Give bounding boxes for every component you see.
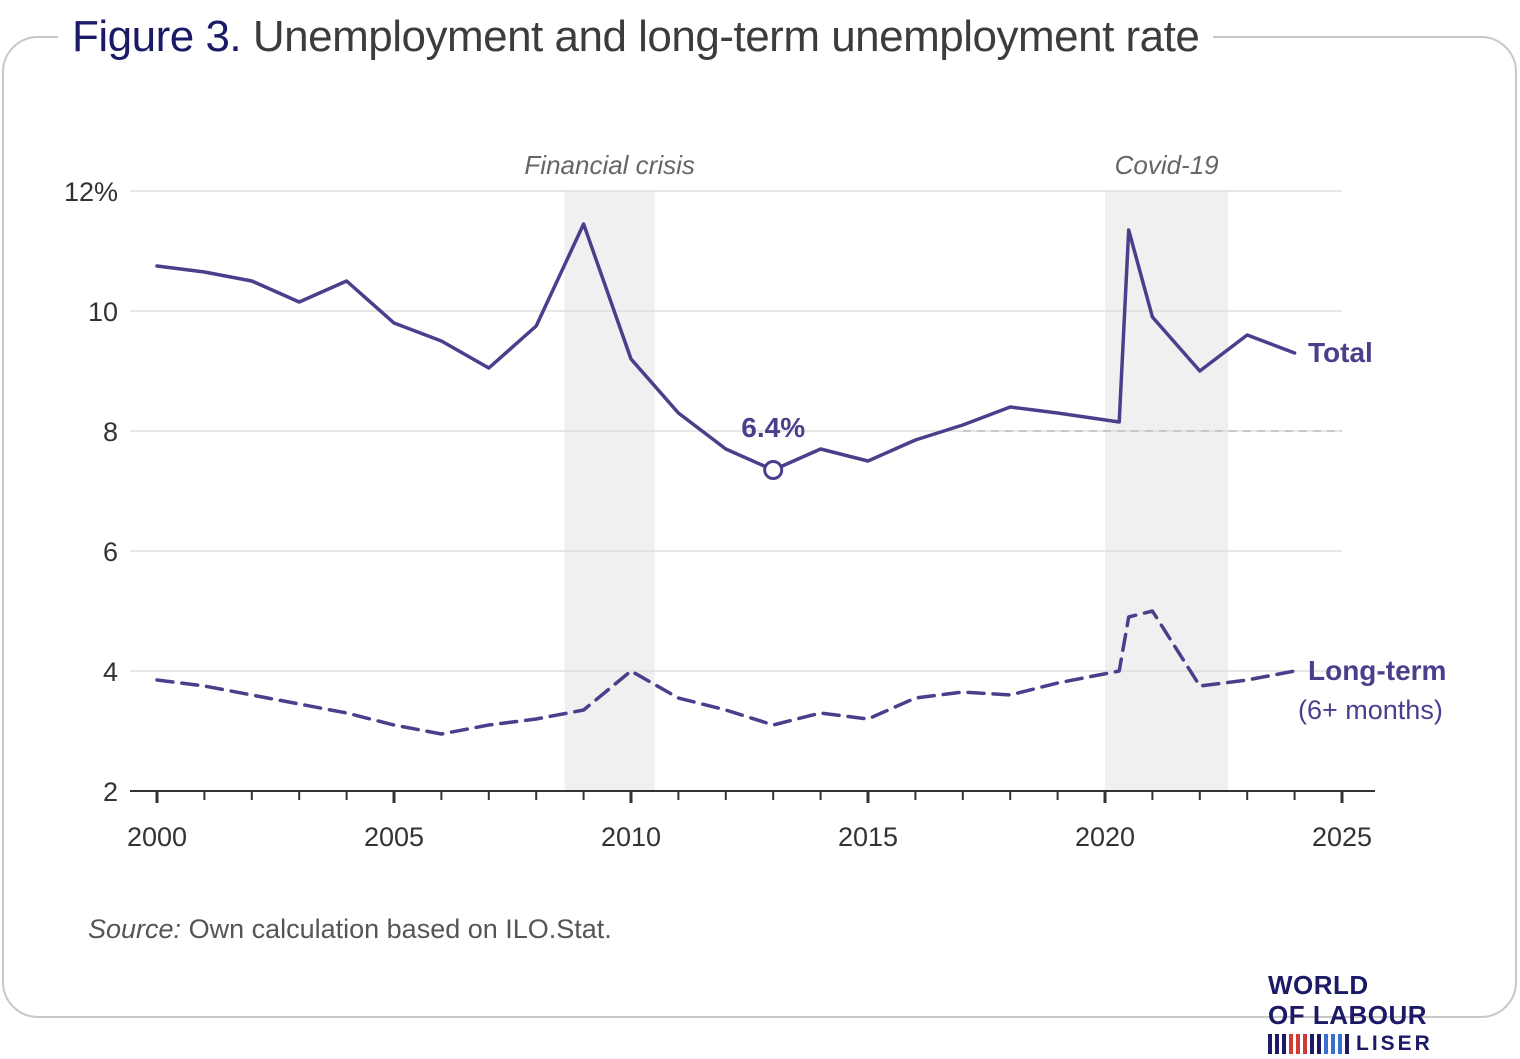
- y-tick-label: 4: [103, 657, 118, 687]
- x-tick-label: 2015: [838, 822, 898, 852]
- shaded-period-1: [1105, 191, 1229, 791]
- chart-title: Figure 3. Unemployment and long-term une…: [58, 6, 1214, 68]
- y-tick-label: 2: [103, 777, 118, 807]
- x-tick-label: 2005: [364, 822, 424, 852]
- logo-line-1: WORLD: [1268, 970, 1369, 1000]
- world-of-labour-logo: WORLD OF LABOUR LISER: [1268, 970, 1433, 1056]
- shaded-period-0: [564, 191, 655, 791]
- series-line-long-term: [155, 609, 1297, 736]
- y-tick-label: 10: [88, 297, 118, 327]
- series-line-total: [155, 222, 1297, 472]
- figure-label: Figure 3.: [72, 12, 242, 61]
- logo-bars: LISER: [1268, 1032, 1433, 1056]
- annotation-label: 6.4%: [741, 412, 805, 443]
- y-tick-label: 12%: [64, 177, 118, 207]
- x-tick-label: 2020: [1075, 822, 1135, 852]
- y-tick-label: 6: [103, 537, 118, 567]
- source-label: Source:: [88, 914, 182, 944]
- shaded-period-label: Financial crisis: [524, 150, 695, 180]
- title-text: Unemployment and long-term unemployment …: [252, 12, 1200, 61]
- logo-line-2: OF LABOUR: [1268, 1000, 1428, 1030]
- x-tick-label: 2000: [127, 822, 187, 852]
- series-label-long-term: Long-term: [1308, 655, 1446, 686]
- y-tick-label: 8: [103, 417, 118, 447]
- x-tick-label: 2010: [601, 822, 661, 852]
- source-note: Source: Own calculation based on ILO.Sta…: [88, 914, 612, 945]
- shaded-period-label: Covid-19: [1115, 150, 1219, 180]
- annotation-marker: [763, 460, 784, 480]
- x-tick-label: 2025: [1312, 822, 1372, 852]
- logo-liser: LISER: [1356, 1032, 1433, 1055]
- series-label-total: Total: [1308, 337, 1373, 368]
- source-text: Own calculation based on ILO.Stat.: [181, 914, 612, 944]
- series-sublabel-long-term: (6+ months): [1298, 695, 1443, 725]
